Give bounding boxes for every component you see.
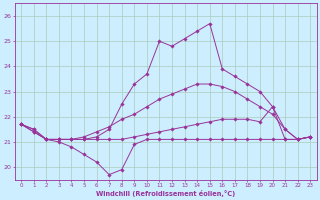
- X-axis label: Windchill (Refroidissement éolien,°C): Windchill (Refroidissement éolien,°C): [96, 190, 236, 197]
